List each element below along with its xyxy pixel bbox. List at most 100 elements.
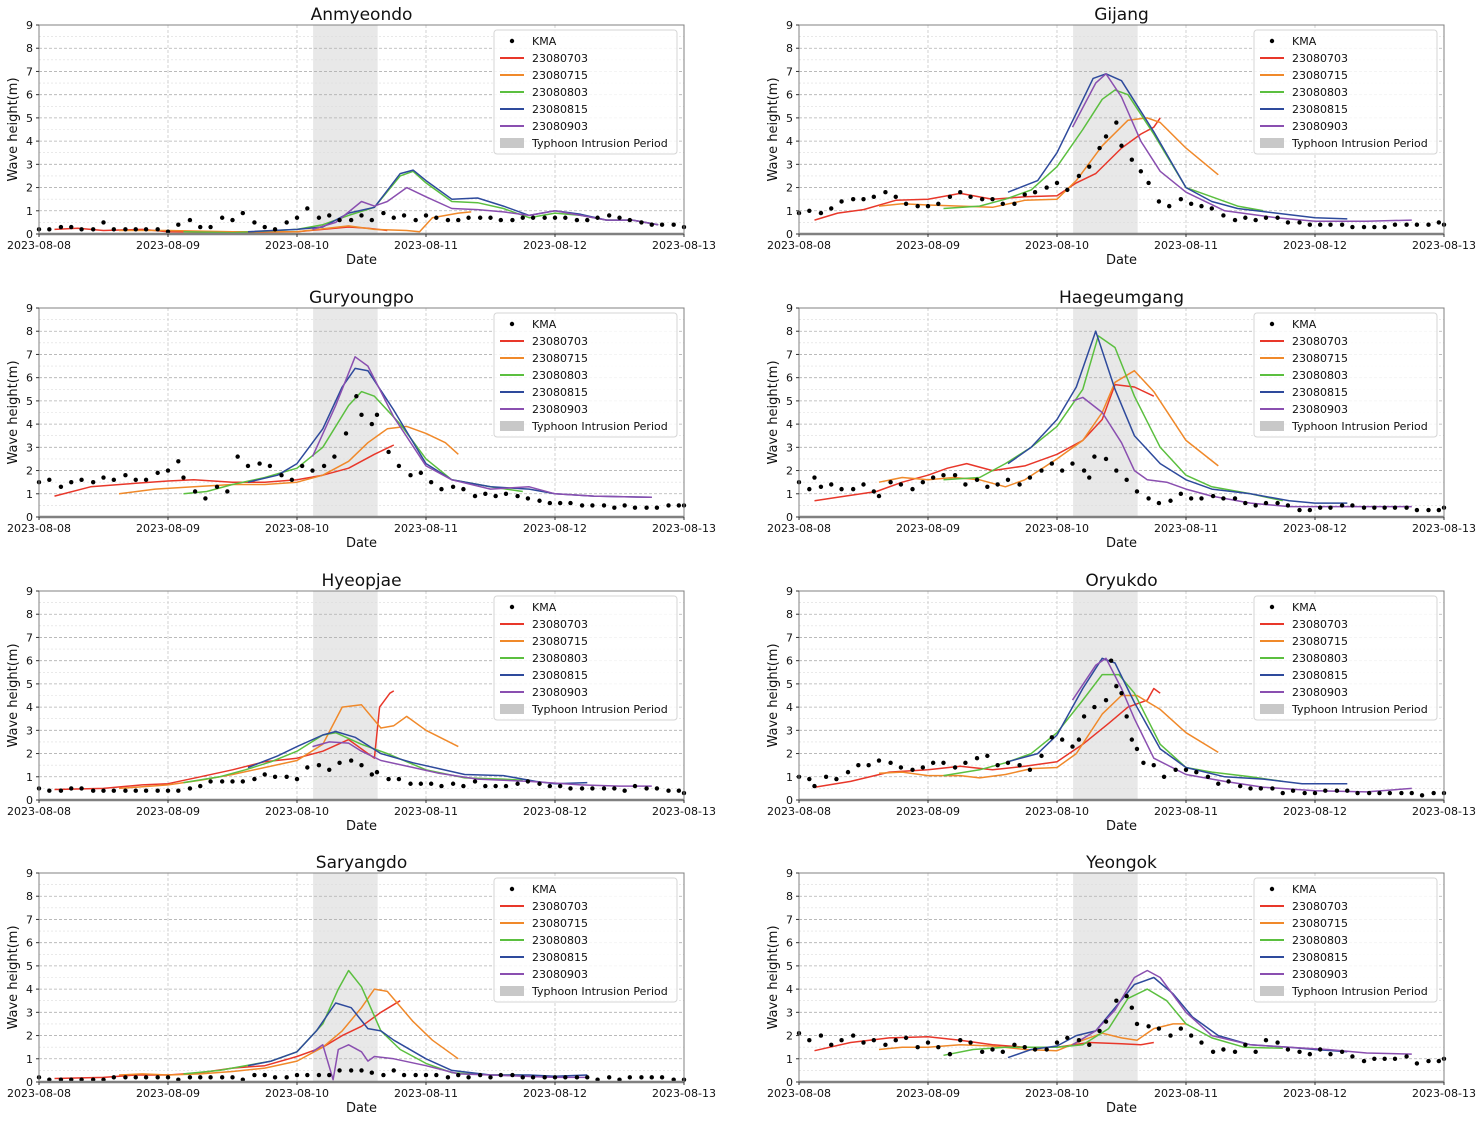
kma-point <box>472 493 478 499</box>
kma-point <box>1059 468 1065 473</box>
kma-point <box>644 786 649 791</box>
y-tick-label: 9 <box>26 19 33 32</box>
kma-point <box>515 493 520 499</box>
series-line-23080803 <box>943 335 1283 502</box>
y-tick-label: 6 <box>786 372 793 385</box>
kma-point <box>1114 684 1119 689</box>
legend-marker-kma <box>509 604 515 610</box>
kma-point <box>369 772 375 777</box>
kma-point <box>903 201 909 207</box>
kma-point <box>47 477 52 483</box>
kma-point <box>69 479 74 485</box>
legend-marker-kma <box>509 321 515 327</box>
chart-panel-gijang: 0 1 2 3 4 5 6 7 8 9 2023-08-08 2023-08-09 2023-08-10… <box>766 5 1476 268</box>
kma-point <box>595 215 600 220</box>
legend: KMA 23080703 23080715 23080803 23080815 23080… <box>1253 29 1438 155</box>
kma-point <box>1339 1049 1345 1055</box>
kma-point <box>316 1072 322 1078</box>
kma-point <box>1382 505 1387 510</box>
kma-point <box>893 1038 898 1043</box>
legend-label: 23080803 <box>532 652 588 665</box>
kma-point <box>439 783 444 789</box>
legend-marker-kma <box>509 38 515 44</box>
kma-point <box>47 227 52 232</box>
kma-point <box>1167 203 1172 209</box>
x-tick-label: 2023-08-08 <box>7 522 71 535</box>
kma-point <box>359 213 364 218</box>
kma-point <box>450 484 456 490</box>
legend-swatch-typhoon <box>1260 421 1284 431</box>
kma-point <box>214 484 220 490</box>
kma-point <box>165 788 171 793</box>
kma-point <box>963 482 968 487</box>
kma-point <box>537 498 542 503</box>
x-tick-label: 2023-08-13 <box>652 522 716 535</box>
y-tick-label: 1 <box>26 1053 33 1066</box>
kma-point <box>369 217 375 223</box>
kma-point <box>963 760 968 766</box>
kma-point <box>898 765 904 770</box>
kma-point <box>219 779 225 784</box>
y-tick-label: 6 <box>26 372 33 385</box>
series-line-23080715 <box>878 694 1219 779</box>
y-tick-label: 9 <box>786 19 793 32</box>
kma-point <box>1307 1051 1313 1057</box>
kma-point <box>1039 468 1044 473</box>
kma-point <box>1000 201 1006 207</box>
kma-point <box>401 1072 407 1078</box>
series-line-23080815 <box>247 1002 588 1077</box>
kma-point <box>445 1075 451 1080</box>
x-tick-label: 2023-08-09 <box>896 522 960 535</box>
kma-point <box>101 788 106 793</box>
kma-point <box>1076 1038 1082 1043</box>
kma-point <box>649 222 654 227</box>
kma-point <box>941 473 946 478</box>
kma-point <box>1134 746 1140 752</box>
kma-point <box>601 503 607 508</box>
x-axis-label: Date <box>346 253 377 268</box>
legend-label: 23080715 <box>1292 635 1348 648</box>
y-tick-label: 0 <box>786 794 793 807</box>
kma-point <box>585 1075 590 1080</box>
kma-point <box>111 227 117 232</box>
x-tick-label: 2023-08-13 <box>1412 805 1476 818</box>
kma-point <box>413 217 418 223</box>
kma-point <box>47 788 52 793</box>
y-tick-label: 9 <box>786 585 793 598</box>
kma-point <box>834 776 839 782</box>
x-axis-label: Date <box>1106 253 1137 268</box>
kma-point <box>294 215 300 220</box>
y-tick-label: 5 <box>786 112 793 125</box>
kma-point <box>622 788 627 793</box>
kma-point <box>632 783 638 789</box>
y-tick-label: 3 <box>786 158 793 171</box>
kma-point <box>1044 1047 1049 1052</box>
kma-point <box>1103 697 1109 703</box>
kma-point <box>1156 500 1162 506</box>
kma-point <box>1404 505 1409 510</box>
kma-point <box>1022 1044 1027 1050</box>
kma-point <box>1221 213 1226 218</box>
legend-label: 23080903 <box>532 686 588 699</box>
kma-point <box>1005 760 1011 766</box>
y-axis-label: Wave height(m) <box>766 925 781 1029</box>
legend-label: 23080903 <box>1292 968 1348 981</box>
y-tick-label: 6 <box>26 937 33 950</box>
kma-point <box>1436 1058 1442 1064</box>
x-tick-label: 2023-08-08 <box>767 522 831 535</box>
y-tick-label: 4 <box>26 135 33 148</box>
legend-label: 23080703 <box>1292 52 1348 65</box>
kma-point <box>654 786 660 791</box>
y-tick-label: 8 <box>26 608 33 621</box>
legend-label: 23080715 <box>532 917 588 930</box>
kma-point <box>893 194 898 200</box>
kma-point <box>111 1075 117 1080</box>
kma-point <box>1151 762 1156 768</box>
series-line-23080703 <box>54 1000 401 1080</box>
kma-point <box>198 783 203 789</box>
kma-point <box>1119 143 1124 148</box>
kma-point <box>563 1075 568 1080</box>
kma-point <box>262 772 267 777</box>
x-tick-label: 2023-08-12 <box>523 1087 587 1100</box>
